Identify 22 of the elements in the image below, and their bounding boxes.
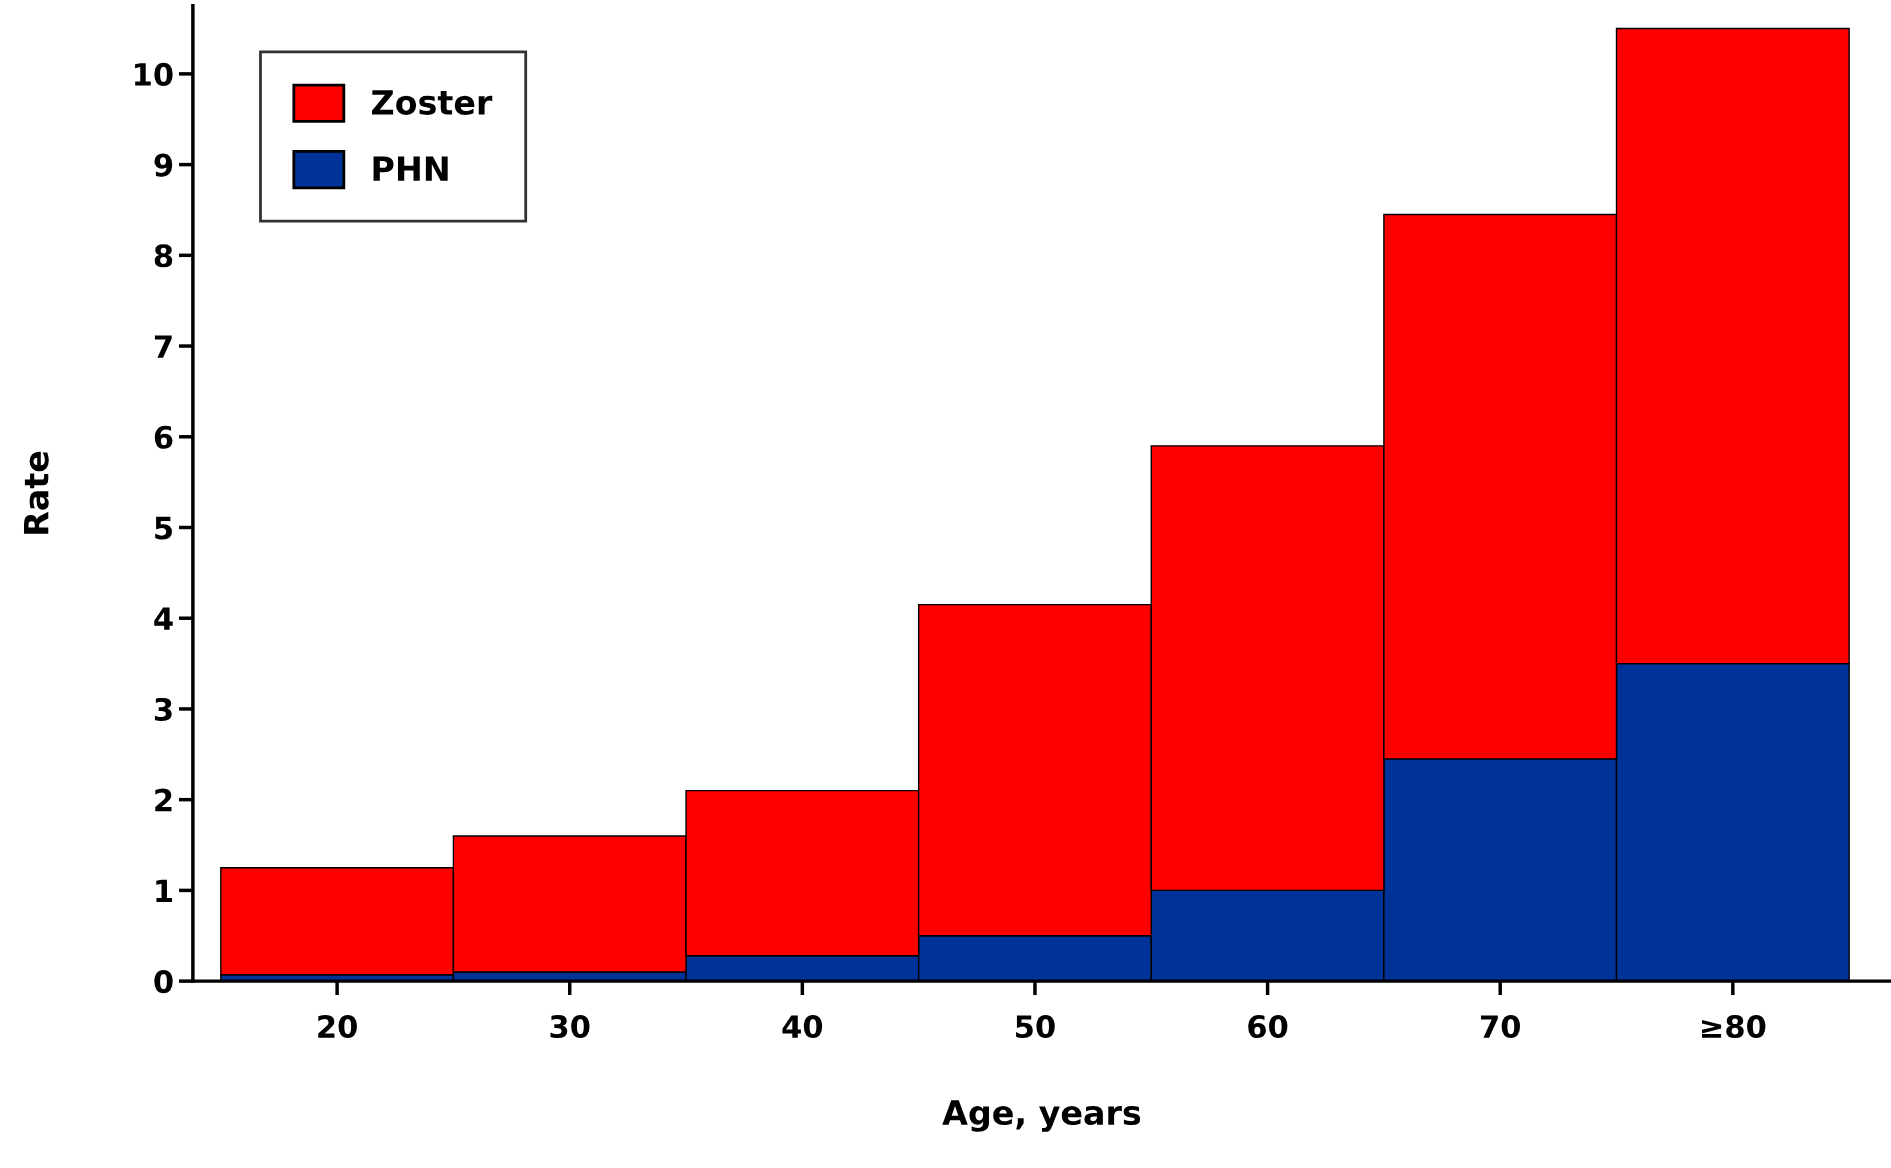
x-axis-title: Age, years xyxy=(942,1100,1141,1132)
legend-label: PHN xyxy=(373,156,448,181)
y-tick-label: 3 xyxy=(154,697,172,721)
y-tick-label: 1 xyxy=(156,879,173,903)
y-tick-label: 10 xyxy=(135,62,173,86)
legend-label: Zoster xyxy=(371,90,493,115)
x-tick-label: 50 xyxy=(1016,1014,1055,1039)
x-tick-label: 40 xyxy=(782,1014,823,1039)
y-tick-label: 4 xyxy=(154,607,173,630)
y-tick-label: 2 xyxy=(155,788,172,812)
y-tick-label: 9 xyxy=(154,153,173,177)
x-tick-label: 60 xyxy=(1248,1014,1288,1039)
y-tick-label: 5 xyxy=(155,516,172,540)
y-tick-label: 0 xyxy=(154,970,173,994)
y-axis-title: Rate xyxy=(23,451,49,534)
y-tick-label: 8 xyxy=(154,244,173,268)
x-tick-label: 70 xyxy=(1480,1014,1520,1039)
x-tick-label: 20 xyxy=(318,1014,357,1039)
x-tick-label: ≥80 xyxy=(1701,1014,1766,1039)
y-tick-label: 7 xyxy=(154,335,172,358)
x-tick-label: 30 xyxy=(550,1014,590,1039)
y-tick-label: 6 xyxy=(154,425,173,449)
